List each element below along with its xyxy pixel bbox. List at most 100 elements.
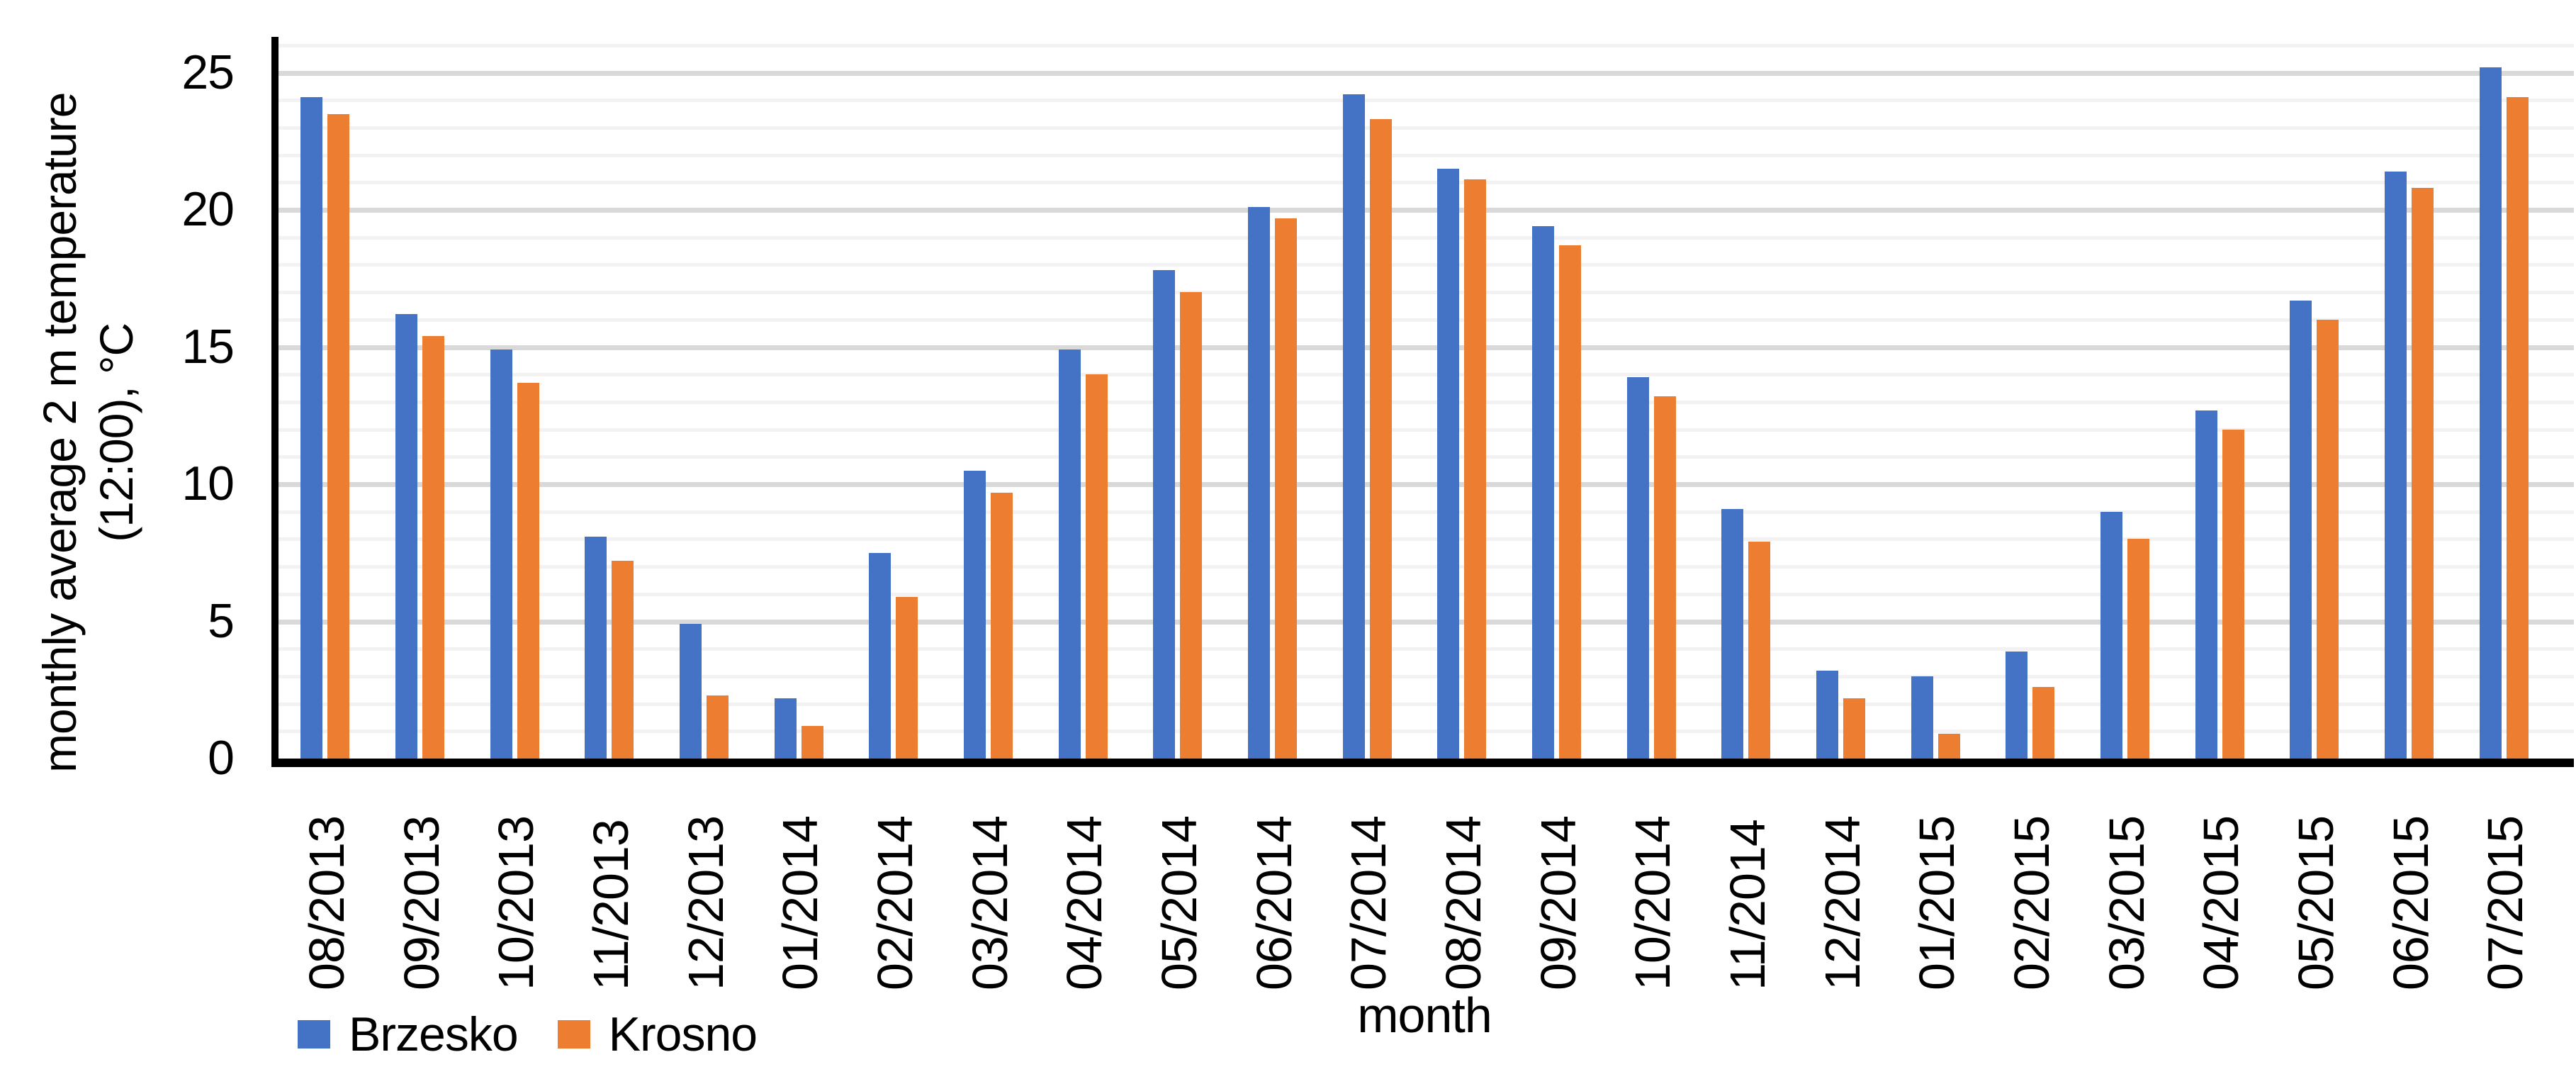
x-tick-label-10-2014: 10/2014 <box>1625 815 1681 990</box>
bar-brzesko-06-2014 <box>1248 207 1270 759</box>
bar-brzesko-12-2014 <box>1816 671 1838 759</box>
x-tick-label-11-2013: 11/2013 <box>583 820 639 990</box>
bar-krosno-08-2013 <box>327 113 350 759</box>
minor-gridline-24 <box>278 99 2574 103</box>
bar-krosno-03-2015 <box>2127 539 2149 759</box>
bar-krosno-01-2014 <box>801 725 823 759</box>
x-tick-label-02-2015: 02/2015 <box>2003 815 2059 990</box>
x-tick-label-03-2014: 03/2014 <box>962 815 1018 990</box>
bar-krosno-01-2015 <box>1937 734 1960 759</box>
bar-brzesko-07-2015 <box>2479 67 2502 759</box>
minor-gridline-11 <box>278 455 2574 459</box>
minor-gridline-7 <box>278 565 2574 569</box>
y-axis-title: monthly average 2 m temperature (12:00),… <box>31 93 145 773</box>
major-gridline-10 <box>278 482 2574 487</box>
bar-krosno-07-2014 <box>1369 119 1392 759</box>
minor-gridline-4 <box>278 647 2574 652</box>
x-tick-label-04-2015: 04/2015 <box>2193 815 2249 990</box>
bar-brzesko-11-2013 <box>585 536 607 759</box>
bar-brzesko-09-2014 <box>1532 226 1554 759</box>
bar-brzesko-05-2015 <box>2290 300 2312 759</box>
bar-krosno-12-2013 <box>707 695 729 759</box>
y-tick-label-15: 15 <box>181 319 235 374</box>
bar-brzesko-02-2014 <box>869 552 892 759</box>
y-tick-label-5: 5 <box>208 593 235 648</box>
bar-krosno-06-2015 <box>2412 188 2434 759</box>
bar-brzesko-01-2015 <box>1911 676 1933 759</box>
bar-krosno-02-2015 <box>2032 687 2055 759</box>
minor-gridline-9 <box>278 510 2574 514</box>
x-tick-label-12-2014: 12/2014 <box>1814 815 1870 990</box>
minor-gridline-1 <box>278 729 2574 734</box>
minor-gridline-3 <box>278 674 2574 678</box>
x-tick-label-07-2014: 07/2014 <box>1341 815 1397 990</box>
bar-brzesko-06-2015 <box>2385 171 2407 759</box>
x-tick-label-09-2013: 09/2013 <box>393 815 449 990</box>
minor-gridline-8 <box>278 537 2574 542</box>
minor-gridline-14 <box>278 373 2574 377</box>
x-tick-label-06-2014: 06/2014 <box>1246 815 1302 990</box>
x-tick-label-02-2014: 02/2014 <box>867 815 923 990</box>
minor-gridline-23 <box>278 125 2574 130</box>
bar-brzesko-09-2013 <box>395 314 417 759</box>
major-gridline-15 <box>278 345 2574 350</box>
bar-krosno-08-2014 <box>1464 179 1487 759</box>
bar-krosno-05-2015 <box>2317 319 2339 759</box>
x-tick-label-08-2013: 08/2013 <box>298 815 354 990</box>
bar-krosno-12-2014 <box>1843 698 1865 759</box>
major-gridline-20 <box>278 208 2574 213</box>
bar-brzesko-10-2014 <box>1626 377 1649 759</box>
x-tick-label-01-2014: 01/2014 <box>772 815 828 990</box>
x-tick-label-05-2014: 05/2014 <box>1151 815 1207 990</box>
y-axis-line <box>271 37 279 767</box>
bar-krosno-07-2015 <box>2506 97 2529 759</box>
minor-gridline-13 <box>278 400 2574 404</box>
bar-krosno-04-2015 <box>2222 429 2244 759</box>
bar-brzesko-04-2015 <box>2195 410 2217 759</box>
y-tick-label-20: 20 <box>181 182 235 236</box>
minor-gridline-6 <box>278 592 2574 596</box>
minor-gridline-18 <box>278 263 2574 267</box>
legend-swatch-brzesko <box>298 1020 330 1049</box>
minor-gridline-21 <box>278 181 2574 185</box>
bar-krosno-11-2014 <box>1748 542 1771 759</box>
minor-gridline-19 <box>278 235 2574 240</box>
x-tick-label-08-2014: 08/2014 <box>1435 815 1491 990</box>
bar-krosno-03-2014 <box>991 492 1013 759</box>
bar-brzesko-10-2013 <box>490 350 512 759</box>
y-tick-label-0: 0 <box>208 731 235 785</box>
bar-krosno-06-2014 <box>1275 218 1297 759</box>
bar-krosno-05-2014 <box>1180 292 1203 759</box>
bar-krosno-02-2014 <box>896 596 918 759</box>
bar-krosno-11-2013 <box>612 561 634 759</box>
x-tick-label-07-2015: 07/2015 <box>2477 815 2533 990</box>
bar-brzesko-03-2015 <box>2100 511 2122 759</box>
bar-krosno-04-2014 <box>1085 374 1108 759</box>
x-axis-title: month <box>1357 988 1492 1043</box>
bar-krosno-10-2013 <box>517 382 539 759</box>
minor-gridline-16 <box>278 318 2574 322</box>
x-tick-label-10-2013: 10/2013 <box>488 815 544 990</box>
y-axis-title-line2: (12:00), °C <box>90 323 142 542</box>
major-gridline-25 <box>278 70 2574 76</box>
x-tick-label-11-2014: 11/2014 <box>1719 820 1775 990</box>
minor-gridline-17 <box>278 291 2574 295</box>
bar-brzesko-05-2014 <box>1153 270 1176 759</box>
minor-gridline-2 <box>278 702 2574 706</box>
x-axis-line <box>271 759 2574 767</box>
bar-brzesko-07-2014 <box>1342 94 1365 759</box>
legend-label-krosno: Krosno <box>608 1007 758 1061</box>
legend-label-brzesko: Brzesko <box>349 1007 519 1061</box>
x-tick-label-04-2014: 04/2014 <box>1057 815 1113 990</box>
bar-brzesko-11-2014 <box>1721 508 1744 759</box>
y-axis-title-line1: monthly average 2 m temperature <box>33 92 86 773</box>
bar-brzesko-01-2014 <box>774 698 797 759</box>
legend-swatch-krosno <box>557 1020 590 1049</box>
bar-brzesko-08-2014 <box>1437 168 1460 759</box>
bar-krosno-10-2014 <box>1653 396 1676 759</box>
bar-brzesko-03-2014 <box>964 470 986 759</box>
bar-krosno-09-2013 <box>422 336 444 759</box>
minor-gridline-12 <box>278 427 2574 432</box>
bar-brzesko-02-2015 <box>2006 652 2028 759</box>
